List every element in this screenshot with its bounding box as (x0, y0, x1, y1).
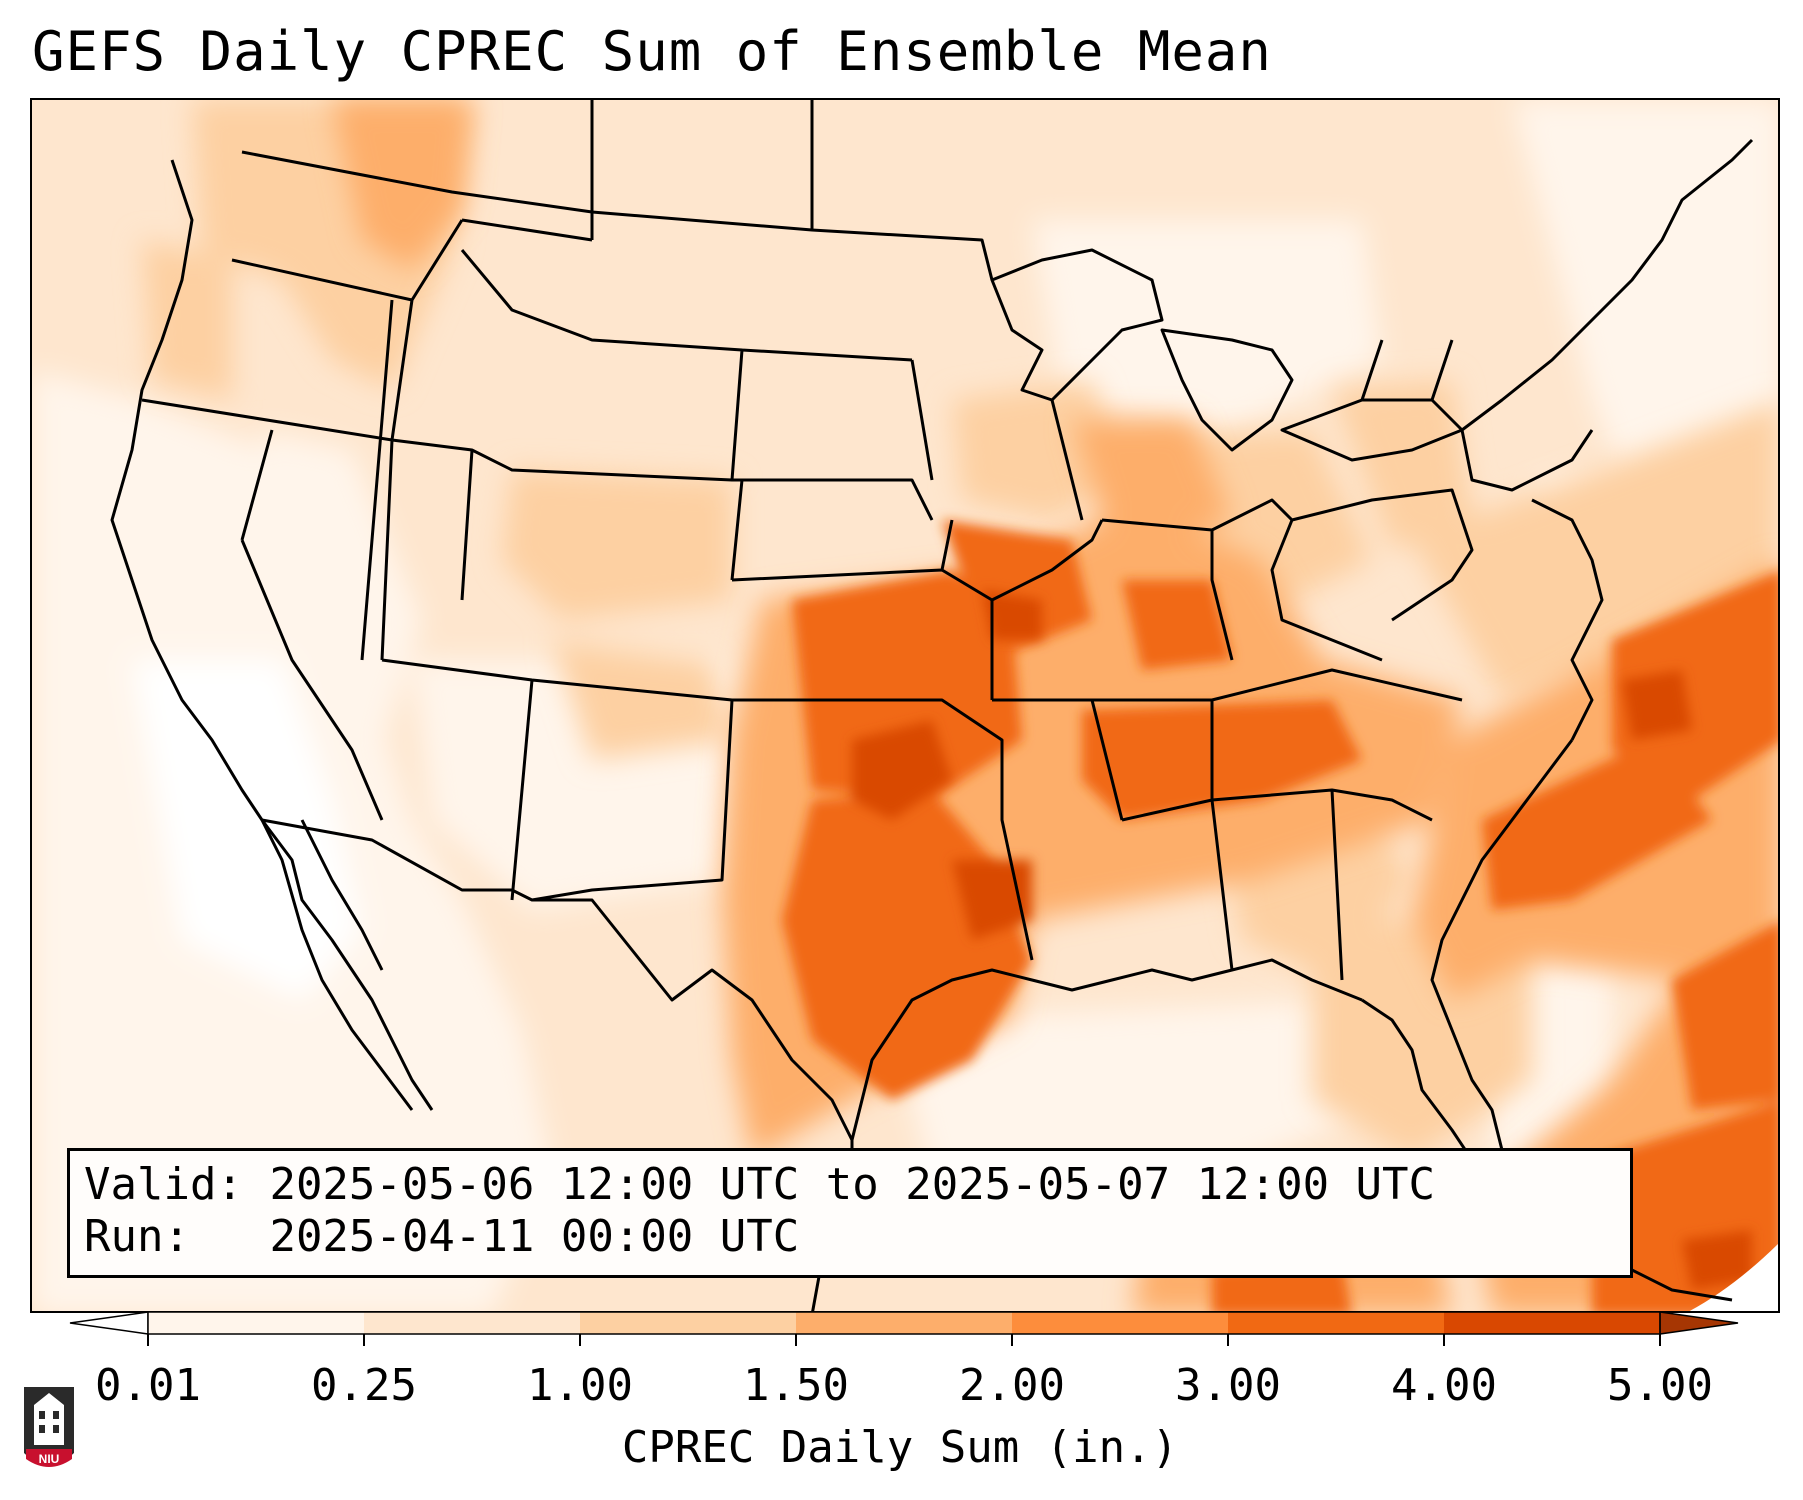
valid-run-box: Valid: 2025-05-06 12:00 UTC to 2025-05-0… (67, 1148, 1633, 1278)
west-coastline (110, 159, 434, 1111)
run-row: Run: 2025-04-11 00:00 UTC (84, 1211, 1630, 1263)
colorbar-segment (796, 1312, 1013, 1334)
baja-coastline (260, 819, 414, 1111)
colorbar-tick-label: 0.25 (311, 1360, 417, 1411)
run-value: 2025-04-11 00:00 UTC (269, 1211, 800, 1262)
svg-text:NIU: NIU (39, 1452, 60, 1466)
colorbar-tick-label: 0.01 (95, 1360, 201, 1411)
canada-border (241, 150, 994, 281)
colorbar-tick-label: 1.00 (527, 1360, 633, 1411)
run-label: Run: (84, 1211, 243, 1262)
colorbar-tick-label: 4.00 (1391, 1360, 1497, 1411)
colorbar-segment (1228, 1312, 1445, 1334)
valid-value: 2025-05-06 12:00 UTC to 2025-05-07 12:00… (269, 1159, 1436, 1210)
colorbar-segment (148, 1312, 365, 1334)
colorbar-under-arrow (69, 1311, 149, 1335)
colorbar-segment (364, 1312, 581, 1334)
domain-edge (1689, 1243, 1778, 1311)
colorbar-tick-label: 3.00 (1175, 1360, 1281, 1411)
northeast-coastline (1460, 138, 1754, 741)
colorbar-segment (1012, 1312, 1229, 1334)
colorbar-segment (580, 1312, 797, 1334)
geo-borders (110, 100, 1754, 1311)
colorbar-over-arrow (1659, 1311, 1739, 1335)
map-panel (30, 98, 1780, 1313)
precip-maximum-areas (852, 590, 1752, 1290)
chart-title: GEFS Daily CPREC Sum of Ensemble Mean (32, 20, 1272, 83)
east-coastline (1361, 739, 1574, 1162)
colorbar-segments (69, 1311, 1739, 1346)
colorbar-tick-label: 2.00 (959, 1360, 1065, 1411)
valid-row: Valid: 2025-05-06 12:00 UTC to 2025-05-0… (84, 1159, 1630, 1211)
colorbar-title: CPREC Daily Sum (in.) (621, 1422, 1179, 1473)
precip-map (32, 100, 1778, 1311)
state-lines (141, 100, 1474, 981)
mexico-border (261, 818, 854, 1141)
niu-logo: NIU (24, 1387, 74, 1467)
colorbar-tick-label: 1.50 (743, 1360, 849, 1411)
colorbar-tick-label: 5.00 (1607, 1360, 1713, 1411)
colorbar-segment (1444, 1312, 1661, 1334)
valid-label: Valid: (84, 1159, 243, 1210)
colorbar-outline (147, 1311, 1661, 1335)
